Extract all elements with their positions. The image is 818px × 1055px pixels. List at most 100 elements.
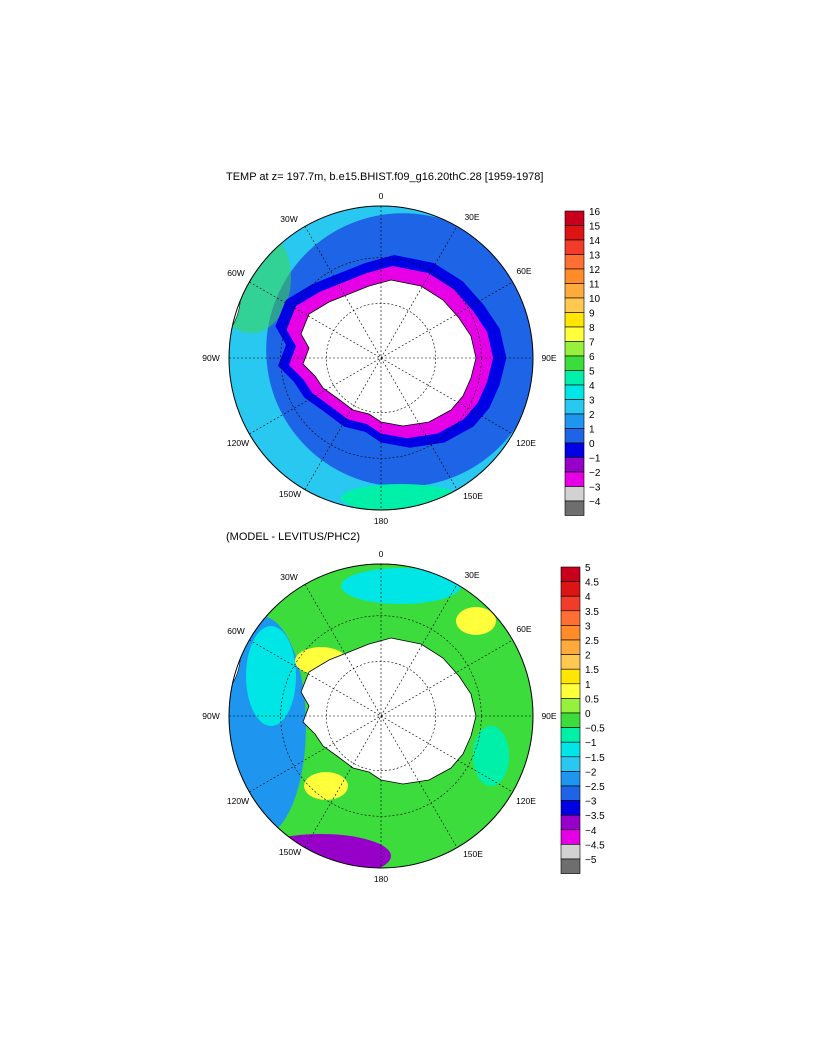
cool-anomaly-east: [473, 726, 509, 786]
colorbar-label: 0: [589, 439, 595, 450]
bottom-polar-map: 0 30E 60E 90E 120E 150E 180 150W 120W 90W 60W 30W 5 4…: [202, 549, 605, 884]
cool-anomaly-west: [246, 626, 296, 726]
colorbar-label: 1.5: [585, 665, 599, 676]
longitude-label: 90E: [541, 711, 556, 721]
colorbar-label: 2: [585, 651, 591, 662]
colorbar-label: 0: [585, 709, 591, 720]
longitude-label: 150E: [463, 849, 483, 859]
longitude-label: 30E: [464, 570, 479, 580]
bottom-map-title: (MODEL - LEVITUS/PHC2): [226, 531, 361, 543]
colorbar-label: 6: [589, 352, 595, 363]
colorbar-label: 8: [589, 323, 595, 334]
colorbar-swatch: [564, 341, 585, 357]
cool-anomaly-north: [341, 568, 461, 604]
longitude-label: 120E: [516, 438, 536, 448]
longitude-label: 120W: [227, 438, 249, 448]
longitude-label: 60E: [516, 266, 531, 276]
colorbar-label: 10: [589, 294, 601, 305]
colorbar-label: −1: [585, 738, 597, 749]
colorbar-swatch: [560, 800, 581, 816]
colorbar-label: 1: [589, 425, 595, 436]
colorbar-swatch: [564, 370, 585, 386]
longitude-label: 120W: [227, 796, 249, 806]
colorbar-label: 4: [585, 592, 591, 603]
colorbar-swatch: [560, 858, 581, 874]
colorbar-label: 2: [589, 410, 595, 421]
colorbar-label: −4: [589, 497, 601, 508]
longitude-label: 30E: [464, 212, 479, 222]
colorbar-label: −4: [585, 826, 597, 837]
colorbar-swatch: [564, 442, 585, 458]
warm-patch-1: [456, 607, 496, 635]
meridian-line: [304, 584, 458, 848]
colorbar-swatch: [564, 225, 585, 241]
graticule: [229, 206, 533, 510]
colorbar-swatch: [560, 610, 581, 626]
longitude-label: 90E: [541, 353, 556, 363]
colorbar-swatch: [560, 566, 581, 582]
longitude-label: 180: [374, 874, 388, 884]
meridian-line: [304, 226, 458, 490]
colorbar-swatch: [560, 814, 581, 831]
colorbar-label: −1.5: [585, 753, 605, 764]
colorbar-swatch: [560, 639, 581, 655]
longitude-label: 0: [379, 191, 384, 201]
colorbar-label: 11: [589, 280, 600, 291]
colorbar-swatch: [564, 254, 585, 270]
map-border: [228, 205, 534, 511]
colorbar-label: 3: [585, 621, 591, 632]
colorbar-label: −3.5: [585, 811, 605, 822]
colorbar-label: −0.5: [585, 724, 605, 735]
colorbar-swatch: [564, 239, 585, 255]
colorbar-swatch: [560, 654, 581, 670]
colorbar-swatch: [564, 210, 585, 226]
colorbar-swatch: [564, 486, 585, 502]
top-map-title: TEMP at z= 197.7m, b.e15.BHIST.f09_g16.2…: [226, 171, 544, 183]
colorbar-swatch: [564, 399, 585, 415]
colorbar-swatch: [560, 785, 581, 801]
colorbar-label: −5: [585, 855, 597, 866]
colorbar-swatch: [564, 326, 585, 342]
colorbar-swatch: [564, 268, 585, 284]
longitude-label: 0: [379, 549, 384, 559]
colorbar-label: −2.5: [585, 782, 605, 793]
colorbar-swatch: [560, 625, 581, 641]
colorbar-swatch: [560, 844, 581, 860]
colorbar-swatch: [564, 297, 585, 313]
colorbar-label: 5: [585, 563, 591, 574]
longitude-label: 30W: [280, 572, 297, 582]
top-polar-map: 030E60E90E120E150E180150W120W90W60W30W16…: [202, 191, 601, 526]
longitude-label: 60W: [227, 268, 244, 278]
colorbar-swatch: [560, 727, 581, 743]
colorbar-label: 7: [589, 338, 595, 349]
colorbar-label: 15: [589, 222, 601, 233]
colorbar-label: −1: [589, 454, 601, 465]
colorbar-swatch: [560, 683, 581, 699]
pacific-front: [341, 484, 461, 510]
colorbar-label: 2.5: [585, 636, 599, 647]
colorbar-label: 4.5: [585, 578, 599, 589]
colorbar-label: 0.5: [585, 694, 599, 705]
colorbar-label: 14: [589, 236, 601, 247]
colorbar-label: 16: [589, 207, 601, 218]
colorbar-swatch: [564, 428, 585, 444]
colorbar-swatch: [560, 581, 581, 597]
south-america-shelf: [229, 223, 291, 333]
colorbar-swatch: [564, 471, 585, 487]
longitude-label: 60E: [516, 624, 531, 634]
colorbar-label: 4: [589, 381, 595, 392]
colorbar-swatch: [560, 829, 581, 845]
colorbar: 5 4.5 4 3.5 3 2.5 2 1.5 1 0.5 0 −0.5 −1 −1.5 −2 −2.5 −3 −…: [560, 563, 605, 874]
colorbar-label: −3: [585, 797, 597, 808]
graticule: [229, 564, 533, 868]
longitude-label: 150W: [279, 847, 301, 857]
colorbar-label: −2: [585, 767, 597, 778]
map-border: [228, 563, 534, 869]
colorbar-label: 3.5: [585, 607, 599, 618]
colorbar-swatch: [560, 771, 581, 787]
colorbar-label: 1: [585, 680, 591, 691]
colorbar-label: 12: [589, 265, 601, 276]
colorbar-swatch: [560, 595, 581, 612]
